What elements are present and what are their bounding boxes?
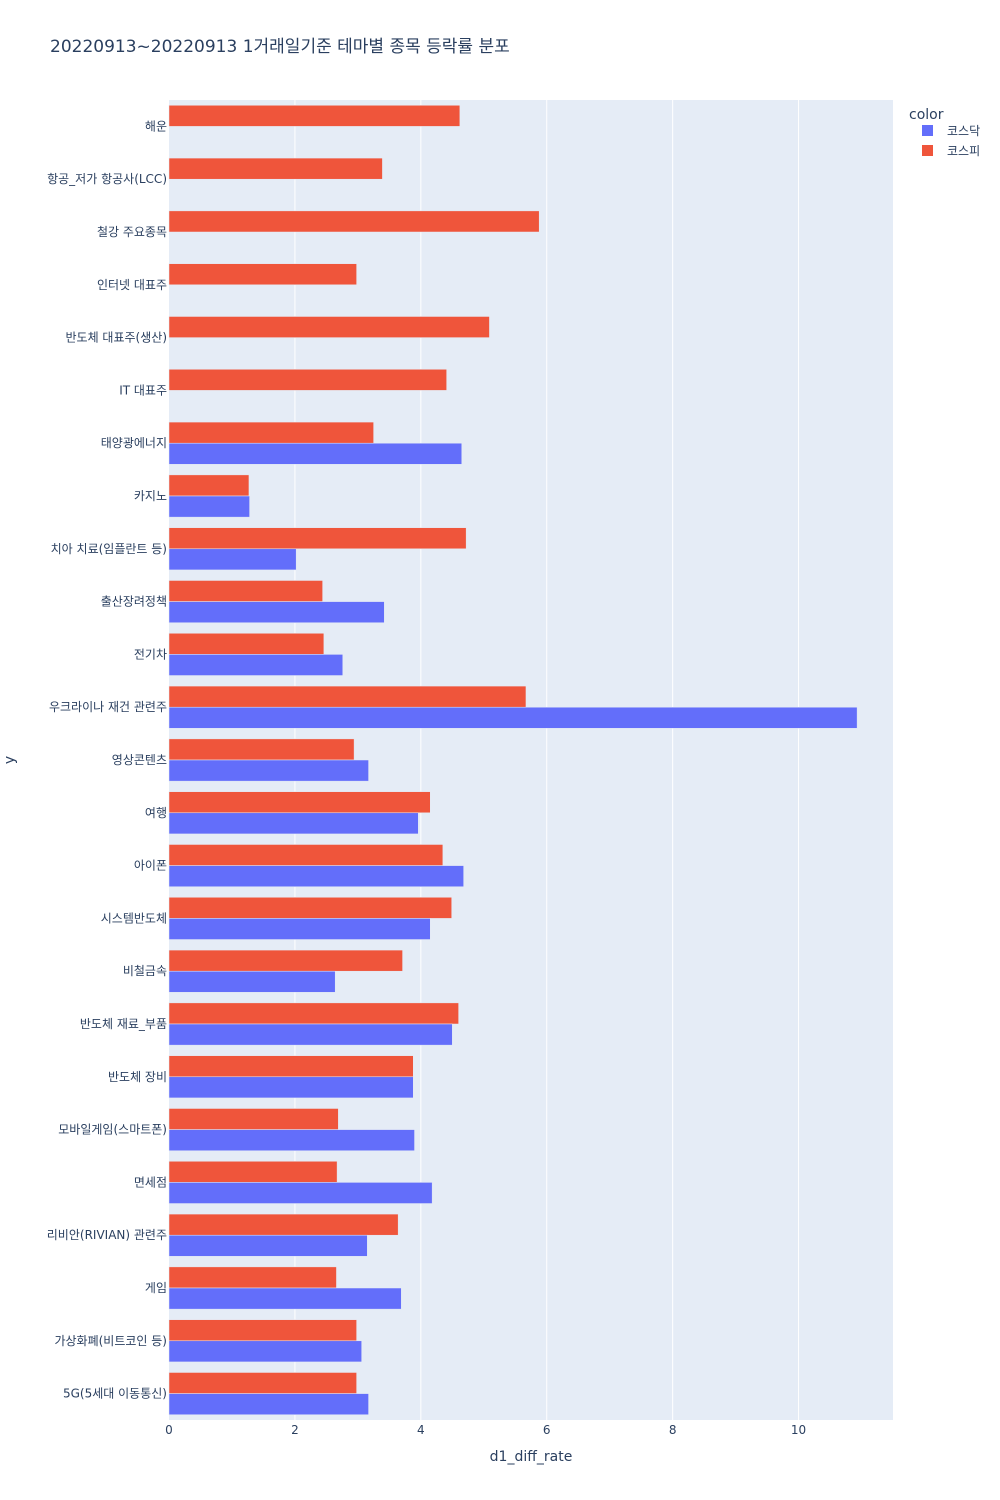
bar-kosdaq[interactable] [168,1393,369,1415]
legend-label-kospi: 코스피 [947,144,980,158]
legend-item-kospi[interactable]: 코스피 [922,144,980,158]
y-tick-label: 우크라이나 재건 관련주 [49,700,167,714]
y-tick-label: 리비안(RIVIAN) 관련주 [47,1228,167,1242]
legend-title: color [909,107,944,123]
bar-kospi[interactable] [168,1002,459,1025]
y-tick-label: 비철금속 [123,964,167,978]
bar-kospi[interactable] [168,1266,337,1289]
bar-kospi[interactable] [168,1213,399,1236]
bar-kosdaq[interactable] [168,654,344,676]
bar-kosdaq[interactable] [168,1182,433,1204]
bar-kosdaq[interactable] [168,1340,362,1363]
y-tick-label: 반도체 대표주(생산) [66,331,168,345]
bar-kosdaq[interactable] [168,812,419,835]
y-tick-label: 항공_저가 항공사(LCC) [47,172,167,186]
bar-kospi[interactable] [168,685,527,708]
y-axis-title: y [2,756,18,764]
x-axis-title: d1_diff_rate [490,1449,573,1465]
y-tick-label: 전기차 [134,647,167,661]
x-tick-label: 2 [291,1423,299,1437]
y-tick-label: 아이폰 [134,859,167,873]
bar-kosdaq[interactable] [168,601,385,623]
bar-kosdaq[interactable] [168,1023,453,1046]
y-tick-label: 여행 [145,805,167,820]
bar-kospi[interactable] [168,949,403,972]
bar-kospi[interactable] [168,263,357,286]
y-tick-label: 태양광에너지 [101,436,167,450]
bar-kosdaq[interactable] [168,495,250,518]
bar-kospi[interactable] [168,897,452,919]
y-tick-label: 카지노 [134,489,167,503]
y-tick-label: 치아 치료(임플란트 등) [51,542,167,556]
y-tick-label: 반도체 재료_부품 [80,1017,167,1031]
bar-kospi[interactable] [168,157,383,180]
bar-kosdaq[interactable] [168,865,464,887]
chart-title: 20220913~20220913 1거래일기준 테마별 종목 등락률 분포 [50,37,510,57]
y-tick-label: 인터넷 대표주 [97,278,167,292]
bar-kosdaq[interactable] [168,918,431,940]
y-tick-label: 출산장려정책 [101,594,167,609]
legend-swatch-kospi [922,145,933,156]
y-tick-label: 게임 [145,1281,167,1295]
x-tick-label: 8 [669,1423,677,1437]
y-tick-label: 시스템반도체 [101,911,167,925]
bar-kosdaq[interactable] [168,706,858,729]
bar-kosdaq[interactable] [168,1287,402,1310]
y-tick-label: 철강 주요종목 [97,225,167,239]
bar-kospi[interactable] [168,1319,357,1342]
bar-kospi[interactable] [168,791,431,814]
y-tick-label: 모바일게임(스마트폰) [58,1123,167,1137]
bar-kospi[interactable] [168,1055,414,1078]
bar-kospi[interactable] [168,633,325,655]
bar-kospi[interactable] [168,1372,357,1394]
bar-kospi[interactable] [168,369,447,391]
bar-kosdaq[interactable] [168,548,297,571]
bar-kosdaq[interactable] [168,442,462,465]
bar-kosdaq[interactable] [168,759,369,782]
bar-kospi[interactable] [168,580,323,602]
bar-kospi[interactable] [168,474,250,497]
x-tick-label: 6 [543,1423,551,1437]
y-tick-label: IT 대표주 [119,383,167,397]
legend-item-kosdaq[interactable]: 코스닥 [922,124,980,138]
x-tick-labels: 0 2 4 6 8 10 [165,1423,806,1437]
legend-label-kosdaq: 코스닥 [947,124,980,138]
bar-kospi[interactable] [168,105,461,127]
y-tick-label: 해운 [145,119,167,133]
bar-kosdaq[interactable] [168,1129,415,1151]
y-tick-label: 반도체 장비 [108,1070,167,1084]
legend[interactable]: color 코스닥 코스피 [909,107,980,158]
bar-kospi[interactable] [168,210,540,233]
y-tick-label: 면세점 [134,1175,167,1189]
bar-kosdaq[interactable] [168,1234,368,1257]
y-tick-label: 5G(5세대 이동통신) [63,1387,167,1401]
x-tick-label: 4 [417,1423,425,1437]
bar-kospi[interactable] [168,1161,338,1183]
bar-kospi[interactable] [168,527,467,550]
bar-kospi[interactable] [168,1108,339,1130]
bars [168,105,858,1415]
y-tick-label: 영상콘텐츠 [112,753,167,767]
bar-kospi[interactable] [168,421,374,444]
bar-kospi[interactable] [168,316,490,338]
y-tick-label: 가상화폐(비트코인 등) [54,1334,167,1348]
x-tick-label: 10 [791,1423,806,1437]
legend-swatch-kosdaq [922,125,933,136]
bar-kosdaq[interactable] [168,970,336,993]
x-tick-label: 0 [165,1423,173,1437]
bar-kospi[interactable] [168,738,355,761]
bar-kosdaq[interactable] [168,1076,414,1099]
bar-kospi[interactable] [168,844,444,866]
